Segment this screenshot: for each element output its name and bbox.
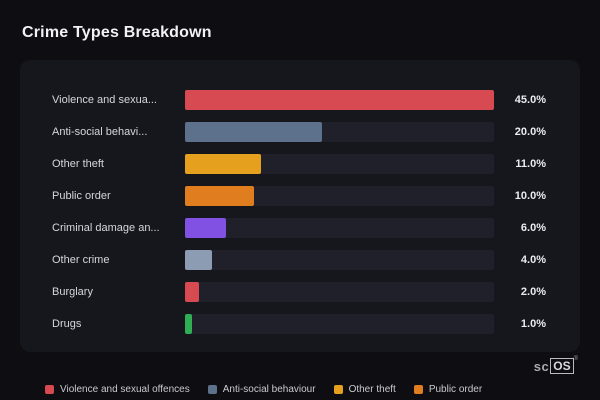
value-label: 1.0% <box>520 318 546 330</box>
bar-track <box>185 282 494 302</box>
legend-swatch-icon <box>333 385 343 394</box>
value-label: 45.0% <box>514 94 546 106</box>
bar-track <box>185 90 494 110</box>
bar-track <box>185 154 494 174</box>
bar-fill[interactable] <box>185 186 254 206</box>
category-label: Public order <box>52 190 111 202</box>
bar-fill[interactable] <box>185 314 192 334</box>
category-label: Burglary <box>52 286 93 298</box>
bar-fill[interactable] <box>185 250 213 270</box>
legend-label: Other theft <box>348 384 396 395</box>
bar-rows: Violence and sexua... 45.0% Anti-social be… <box>52 90 546 334</box>
category-label: Violence and sexua... <box>52 94 157 106</box>
legend-item[interactable]: Public order <box>413 384 483 395</box>
chart-panel: Violence and sexua... 45.0% Anti-social be… <box>20 60 580 352</box>
value-label: 6.0% <box>520 222 546 234</box>
registered-mark-icon: ® <box>573 356 578 362</box>
category-label: Criminal damage an... <box>52 222 160 234</box>
brand-logo: sc OS ® <box>533 356 578 374</box>
bar-row: Violence and sexua... 45.0% <box>52 90 546 110</box>
bar-fill[interactable] <box>185 218 227 238</box>
bar-fill[interactable] <box>185 282 199 302</box>
bar-row: Burglary 2.0% <box>52 282 546 302</box>
bar-row: Drugs 1.0% <box>52 314 546 334</box>
value-label: 4.0% <box>520 254 546 266</box>
bar-track <box>185 250 494 270</box>
bar-row: Other theft 11.0% <box>52 154 546 174</box>
brand-box: OS <box>550 358 574 374</box>
bar-row: Public order 10.0% <box>52 186 546 206</box>
value-label: 10.0% <box>514 190 546 202</box>
legend-label: Anti-social behaviour <box>222 384 316 395</box>
bar-fill[interactable] <box>185 122 323 142</box>
legend-label: Violence and sexual offences <box>60 384 190 395</box>
legend-swatch-icon <box>207 385 217 394</box>
legend-item[interactable]: Violence and sexual offences <box>45 384 190 395</box>
legend-swatch-icon <box>413 385 423 394</box>
category-label: Other theft <box>52 158 104 170</box>
bar-fill[interactable] <box>185 154 261 174</box>
legend: Violence and sexual offences Anti-social … <box>45 384 482 395</box>
legend-swatch-icon <box>45 385 54 394</box>
category-label: Other crime <box>52 254 110 266</box>
legend-item[interactable]: Anti-social behaviour <box>207 384 316 395</box>
bar-track <box>185 314 494 334</box>
bar-row: Anti-social behavi... 20.0% <box>52 122 546 142</box>
page-title: Crime Types Breakdown <box>22 24 212 41</box>
brand-prefix: sc <box>533 358 550 374</box>
value-label: 2.0% <box>520 286 546 298</box>
bar-row: Other crime 4.0% <box>52 250 546 270</box>
legend-item[interactable]: Other theft <box>333 384 396 395</box>
bar-row: Criminal damage an... 6.0% <box>52 218 546 238</box>
category-label: Anti-social behavi... <box>52 126 148 138</box>
bar-track <box>185 218 494 238</box>
bar-track <box>185 122 494 142</box>
bar-fill[interactable] <box>185 90 494 110</box>
value-label: 11.0% <box>515 158 546 170</box>
legend-label: Public order <box>428 384 483 395</box>
bar-track <box>185 186 494 206</box>
category-label: Drugs <box>52 318 82 330</box>
value-label: 20.0% <box>514 126 546 138</box>
